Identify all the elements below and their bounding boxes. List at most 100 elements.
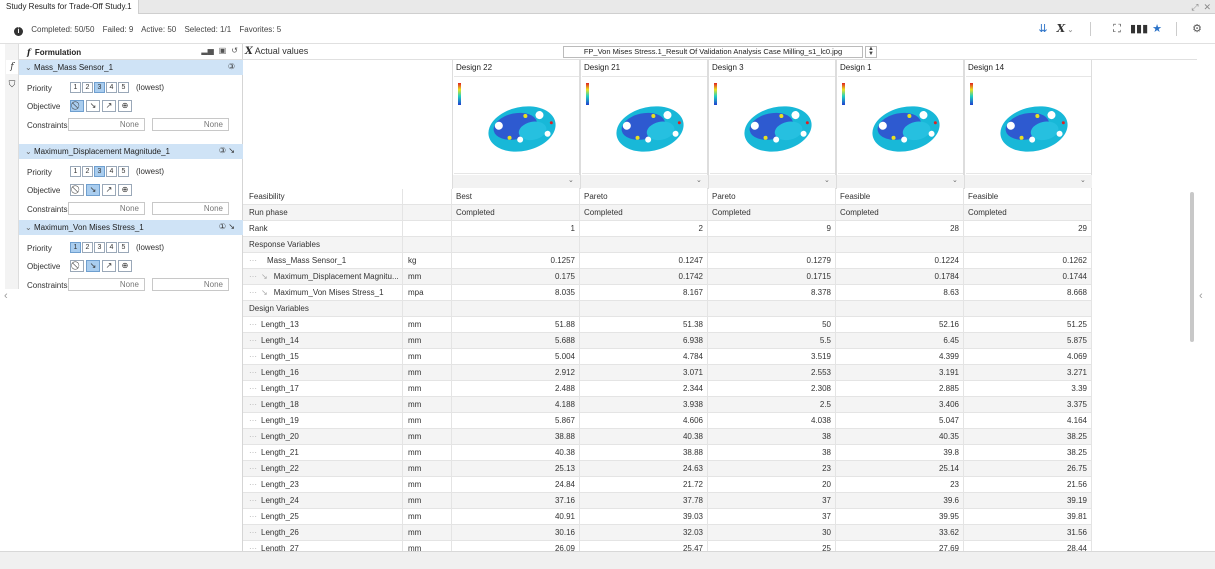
priority-option-3[interactable]: 3 [94,82,105,93]
scatter-plot-icon[interactable]: ⛶ [1113,23,1121,35]
priority-option-1[interactable]: 1 [70,242,81,253]
value-cell[interactable]: 0.1784 [836,269,964,285]
value-cell[interactable]: Completed [836,205,964,221]
collapse-left-icon[interactable]: ‹ [4,290,8,302]
table-row[interactable]: ⋯ ↘ Maximum_Von Mises Stress_1 mpa 8.035 8.16… [243,285,1092,301]
priority-option-1[interactable]: 1 [70,166,81,177]
design-dropdown[interactable]: ⌄ [837,175,964,188]
value-cell[interactable]: 6.938 [580,333,708,349]
value-cell[interactable]: 38 [708,445,836,461]
design-dropdown[interactable]: ⌄ [453,175,580,188]
value-cell[interactable]: 0.1262 [964,253,1092,269]
value-cell[interactable]: 37 [708,509,836,525]
priority-option-3[interactable]: 3 [94,242,105,253]
value-cell[interactable]: 3.39 [964,381,1092,397]
undo-icon[interactable]: ↺ [231,46,238,55]
value-cell[interactable]: 21.72 [580,477,708,493]
table-row[interactable]: ⋯ Mass_Mass Sensor_1 kg 0.1257 0.1247 0.1279 0… [243,253,1092,269]
priority-option-2[interactable]: 2 [82,242,93,253]
value-cell[interactable]: 2.488 [452,381,580,397]
value-cell[interactable] [708,237,836,253]
value-cell[interactable]: 4.399 [836,349,964,365]
file-spinner[interactable]: ▲ ▼ [865,46,877,58]
objective-header[interactable]: ⌄ Maximum_Displacement Magnitude_1 ③ ↘ [19,144,243,159]
design-dropdown[interactable]: ⌄ [709,175,836,188]
value-cell[interactable]: 0.1715 [708,269,836,285]
objective-header[interactable]: ⌄ Maximum_Von Mises Stress_1 ① ↘ [19,220,243,235]
value-cell[interactable]: 0.1279 [708,253,836,269]
value-cell[interactable]: 4.069 [964,349,1092,365]
table-row[interactable]: Run phase Completed Completed Completed Comp… [243,205,1092,221]
x-values-dropdown[interactable]: X ⌄ [1056,22,1074,35]
favorites-star-icon[interactable]: ★ [1152,23,1162,35]
value-cell[interactable]: 4.188 [452,397,580,413]
table-row[interactable]: ⋯ Length_14 mm 5.688 6.938 5.5 6.45 5.875 [243,333,1092,349]
value-cell[interactable]: 2.553 [708,365,836,381]
design-column[interactable]: Design 22 ⌄ [452,60,580,189]
value-cell[interactable]: 1 [452,221,580,237]
value-cell[interactable] [452,301,580,317]
value-cell[interactable]: 2 [580,221,708,237]
gear-icon[interactable]: ⚙ [1192,23,1202,35]
maximize-icon[interactable]: ⤢ [1191,2,1199,12]
value-cell[interactable]: 38 [708,429,836,445]
none-objective-icon[interactable]: ⃠ [70,100,84,112]
save-icon[interactable]: ▣ [218,46,227,55]
value-cell[interactable]: 5.5 [708,333,836,349]
value-cell[interactable]: 39.8 [836,445,964,461]
none-objective-icon[interactable]: ⃠ [70,184,84,196]
value-cell[interactable]: 25.13 [452,461,580,477]
table-row[interactable]: Rank 1 2 9 28 29 [243,221,1092,237]
value-cell[interactable]: 38.25 [964,445,1092,461]
vertical-scrollbar[interactable] [1190,192,1194,342]
value-cell[interactable]: 5.004 [452,349,580,365]
table-row[interactable]: ⋯ Length_15 mm 5.004 4.784 3.519 4.399 4.069 [243,349,1092,365]
value-cell[interactable]: 3.406 [836,397,964,413]
formulation-tab-icon[interactable]: f [6,60,18,74]
constraint-lower-field[interactable]: None [68,118,145,131]
value-cell[interactable]: 40.38 [452,445,580,461]
value-cell[interactable] [708,301,836,317]
value-cell[interactable] [964,237,1092,253]
value-cell[interactable]: 9 [708,221,836,237]
value-cell[interactable]: 0.1742 [580,269,708,285]
value-cell[interactable]: 21.56 [964,477,1092,493]
value-cell[interactable]: Best [452,189,580,205]
design-column[interactable]: Design 1 ⌄ [836,60,964,189]
value-cell[interactable]: 37.78 [580,493,708,509]
value-cell[interactable]: 40.38 [580,429,708,445]
group-row[interactable]: Design Variables [243,301,1092,317]
value-cell[interactable]: 2.308 [708,381,836,397]
maximize-icon[interactable]: ↗ [102,100,116,112]
value-cell[interactable] [452,237,580,253]
value-cell[interactable]: 3.519 [708,349,836,365]
value-cell[interactable]: 32.03 [580,525,708,541]
value-cell[interactable]: 39.03 [580,509,708,525]
maximize-icon[interactable]: ↗ [102,184,116,196]
image-file-selector[interactable]: FP_Von Mises Stress.1_Result Of Validati… [563,46,863,58]
value-cell[interactable]: Completed [452,205,580,221]
target-icon[interactable]: ⊕ [118,184,132,196]
value-cell[interactable]: 0.175 [452,269,580,285]
value-cell[interactable]: 6.45 [836,333,964,349]
value-cell[interactable]: 39.95 [836,509,964,525]
value-cell[interactable]: Feasible [964,189,1092,205]
value-cell[interactable]: 23 [836,477,964,493]
value-cell[interactable]: 0.1247 [580,253,708,269]
table-row[interactable]: ⋯ Length_16 mm 2.912 3.071 2.553 3.191 3.271 [243,365,1092,381]
priority-option-4[interactable]: 4 [106,242,117,253]
table-row[interactable]: Feasibility Best Pareto Pareto Feasible Feasi… [243,189,1092,205]
stress-result-image[interactable] [966,76,1091,174]
design-column[interactable]: Design 21 ⌄ [580,60,708,189]
constraint-upper-field[interactable]: None [152,118,229,131]
value-cell[interactable]: Pareto [580,189,708,205]
value-cell[interactable]: 51.88 [452,317,580,333]
minimize-icon[interactable]: ↘ [86,260,100,272]
target-icon[interactable]: ⊕ [118,260,132,272]
priority-option-4[interactable]: 4 [106,82,117,93]
table-row[interactable]: ⋯ Length_20 mm 38.88 40.38 38 40.35 38.25 [243,429,1092,445]
table-row[interactable]: ⋯ Length_13 mm 51.88 51.38 50 52.16 51.25 [243,317,1092,333]
value-cell[interactable]: 3.191 [836,365,964,381]
value-cell[interactable]: 8.167 [580,285,708,301]
table-row[interactable]: ⋯ Length_26 mm 30.16 32.03 30 33.62 31.56 [243,525,1092,541]
